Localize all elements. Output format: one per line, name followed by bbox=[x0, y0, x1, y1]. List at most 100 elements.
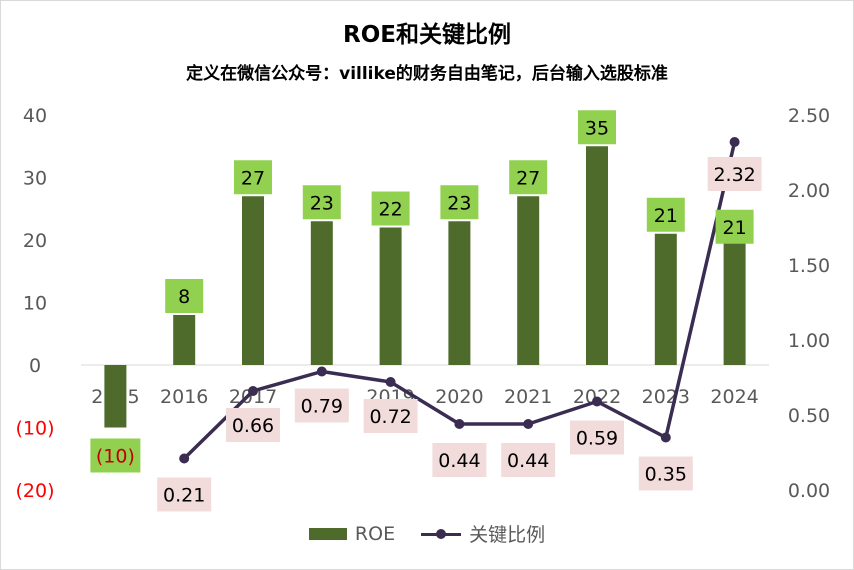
x-tick-label: 2024 bbox=[710, 386, 758, 408]
legend-item-roe: ROE bbox=[308, 522, 396, 545]
roe-data-label: 27 bbox=[234, 160, 272, 195]
roe-data-label-text: (10) bbox=[96, 446, 135, 468]
ratio-data-label-text: 0.72 bbox=[369, 406, 411, 428]
y-left-tick-label: (20) bbox=[15, 480, 54, 502]
ratio-point bbox=[660, 432, 671, 443]
ratio-data-label-box bbox=[638, 456, 693, 491]
ratio-data-label-box bbox=[432, 443, 487, 477]
legend-swatch-roe bbox=[308, 527, 347, 540]
roe-data-label-text: 21 bbox=[654, 205, 678, 227]
y-left-tick-label: 30 bbox=[23, 168, 47, 190]
roe-data-label-text: 35 bbox=[585, 117, 609, 139]
roe-bar bbox=[379, 227, 402, 365]
y-left-tick-label: (10) bbox=[15, 418, 54, 440]
ratio-data-label-text: 0.35 bbox=[645, 464, 687, 486]
roe-data-label-text: 22 bbox=[379, 199, 403, 221]
ratio-data-label-box bbox=[501, 443, 556, 477]
ratio-data-label-box bbox=[570, 420, 624, 455]
ratio-data-label: 0.35 bbox=[638, 456, 693, 491]
roe-bar bbox=[723, 233, 746, 365]
ratio-data-label-text: 0.59 bbox=[576, 428, 618, 450]
ratio-data-label: 0.59 bbox=[570, 420, 624, 455]
ratio-data-label: 2.32 bbox=[707, 157, 762, 191]
roe-data-label-box bbox=[440, 185, 479, 220]
legend-label-ratio: 关键比例 bbox=[469, 524, 546, 546]
roe-data-label: 21 bbox=[715, 209, 754, 244]
roe-data-label-box bbox=[165, 279, 204, 313]
x-tick-label: 2016 bbox=[160, 386, 208, 408]
ratio-point bbox=[385, 377, 396, 387]
ratio-data-label: 0.44 bbox=[501, 443, 556, 477]
chart-title: ROE和关键比例 bbox=[343, 22, 511, 48]
legend-swatch-ratio bbox=[421, 528, 462, 540]
roe-data-label-text: 23 bbox=[310, 192, 334, 214]
y-right-tick-label: 1.00 bbox=[788, 330, 830, 352]
roe-data-label-box bbox=[715, 209, 754, 244]
ratio-data-label: 0.21 bbox=[157, 477, 212, 512]
ratio-data-label-box bbox=[294, 388, 349, 423]
ratio-point bbox=[592, 396, 602, 407]
ratio-data-label-text: 0.44 bbox=[507, 450, 549, 472]
roe-bar bbox=[654, 233, 677, 365]
roe-bar bbox=[242, 196, 264, 365]
ratio-point bbox=[179, 453, 190, 464]
y-left-tick-label: 10 bbox=[23, 293, 47, 315]
roe-data-label-box bbox=[90, 438, 141, 473]
ratio-data-label-box bbox=[226, 408, 280, 442]
y-right-tick-label: 2.50 bbox=[788, 105, 830, 127]
roe-data-label: 22 bbox=[371, 191, 410, 226]
roe-data-label: (10) bbox=[90, 438, 141, 473]
ratio-data-label: 0.72 bbox=[363, 399, 418, 433]
y-right-tick-label: 1.50 bbox=[788, 255, 830, 277]
legend-item-ratio: 关键比例 bbox=[421, 520, 545, 547]
y-right-tick-label: 0.50 bbox=[788, 405, 830, 427]
ratio-data-label: 0.79 bbox=[294, 388, 349, 423]
roe-data-label-text: 27 bbox=[516, 167, 540, 189]
y-left-tick-label: 40 bbox=[23, 105, 47, 127]
roe-data-label-text: 8 bbox=[178, 286, 190, 308]
roe-data-label: 23 bbox=[440, 185, 479, 220]
ratio-data-label-text: 2.32 bbox=[713, 164, 755, 186]
ratio-data-label: 0.44 bbox=[432, 443, 487, 477]
roe-data-label-box bbox=[646, 197, 685, 232]
ratio-data-label-text: 0.21 bbox=[163, 485, 205, 507]
roe-data-label: 8 bbox=[165, 279, 204, 313]
x-tick-label: 2023 bbox=[642, 386, 690, 408]
roe-data-label-box bbox=[302, 185, 341, 220]
y-left-tick-label: 0 bbox=[29, 355, 41, 377]
ratio-data-label-text: 0.79 bbox=[301, 396, 343, 418]
roe-data-label: 21 bbox=[646, 197, 685, 232]
roe-data-label: 27 bbox=[509, 160, 548, 195]
ratio-point bbox=[523, 419, 534, 429]
roe-bar bbox=[310, 221, 333, 365]
ratio-data-label: 0.66 bbox=[226, 408, 280, 442]
roe-data-label-box bbox=[578, 110, 616, 145]
roe-data-label-box bbox=[509, 160, 548, 195]
roe-data-label-text: 21 bbox=[723, 217, 747, 239]
roe-bar bbox=[517, 196, 540, 365]
roe-data-label: 35 bbox=[578, 110, 616, 145]
roe-data-label-box bbox=[234, 160, 272, 195]
ratio-point bbox=[316, 366, 327, 377]
y-right-tick-label: 2.00 bbox=[788, 180, 830, 202]
roe-bar bbox=[173, 315, 196, 365]
x-tick-label: 2021 bbox=[504, 386, 552, 408]
roe-bar bbox=[448, 221, 471, 365]
roe-bar bbox=[104, 365, 127, 428]
y-left-tick-label: 20 bbox=[23, 230, 47, 252]
roe-data-label-text: 23 bbox=[447, 192, 471, 214]
ratio-data-label-box bbox=[363, 399, 418, 433]
ratio-point bbox=[248, 386, 258, 396]
x-tick-label: 2020 bbox=[435, 386, 483, 408]
chart-subtitle: 定义在微信公众号：villike的财务自由笔记，后台输入选股标准 bbox=[186, 64, 668, 84]
ratio-data-label-text: 0.66 bbox=[232, 415, 274, 437]
ratio-point bbox=[454, 419, 465, 429]
roe-bar bbox=[586, 146, 608, 365]
legend: ROE 关键比例 bbox=[1, 520, 853, 547]
roe-data-label-box bbox=[371, 191, 410, 226]
ratio-data-label-text: 0.44 bbox=[438, 450, 480, 472]
ratio-data-label-box bbox=[707, 157, 762, 191]
legend-label-roe: ROE bbox=[354, 522, 396, 545]
